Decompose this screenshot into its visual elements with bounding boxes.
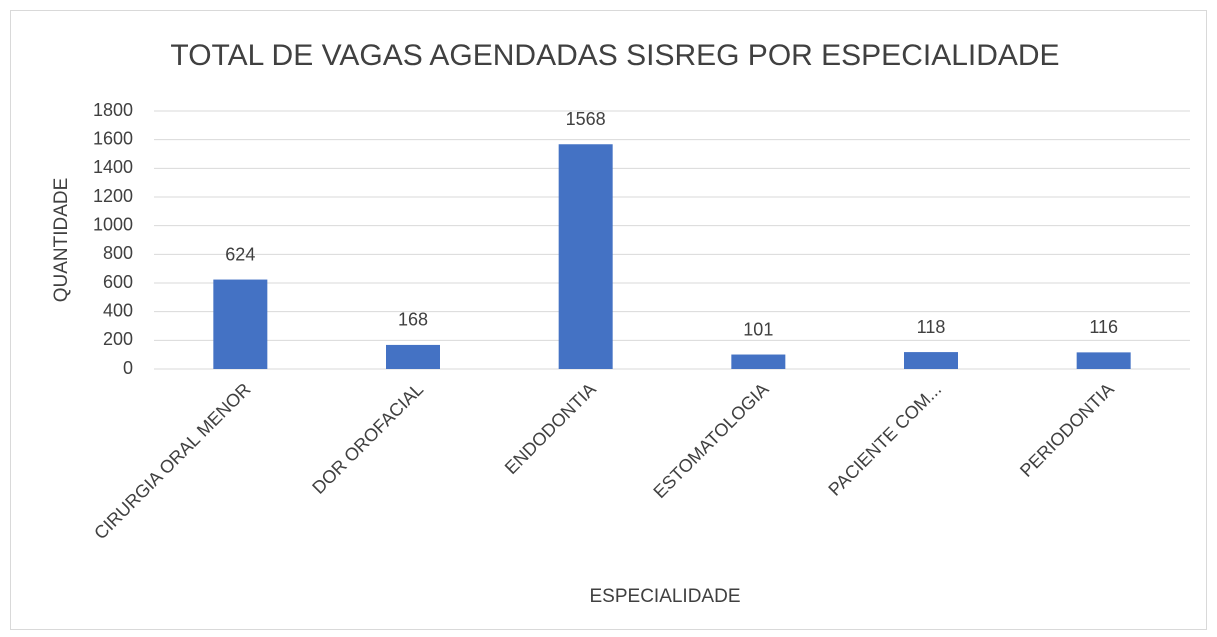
y-tick-label: 800 — [103, 243, 133, 263]
bar — [213, 279, 268, 369]
y-tick-label: 200 — [103, 329, 133, 349]
y-tick-label: 600 — [103, 272, 133, 292]
bar — [731, 354, 786, 369]
y-axis-label: QUANTIDADE — [51, 178, 72, 303]
y-tick-label: 1200 — [93, 186, 133, 206]
bar — [558, 144, 613, 369]
y-tick-label: 400 — [103, 300, 133, 320]
data-label: 1568 — [566, 109, 606, 129]
y-tick-label: 1000 — [93, 214, 133, 234]
x-axis-label: ESPECIALIDADE — [590, 586, 741, 607]
bar — [386, 344, 440, 369]
data-label: 116 — [1089, 317, 1118, 337]
y-tick-label: 1400 — [93, 157, 133, 177]
y-tick-label: 1800 — [93, 100, 133, 120]
bar — [904, 352, 958, 369]
data-label: 624 — [225, 244, 255, 264]
y-tick-label: 1600 — [93, 128, 133, 148]
data-label: 118 — [917, 317, 946, 337]
data-label: 101 — [743, 319, 773, 339]
chart-title: TOTAL DE VAGAS AGENDADAS SISREG POR ESPE… — [170, 39, 1059, 72]
bar — [1076, 352, 1131, 369]
data-label: 168 — [398, 310, 428, 330]
y-tick-label: 0 — [123, 358, 133, 378]
